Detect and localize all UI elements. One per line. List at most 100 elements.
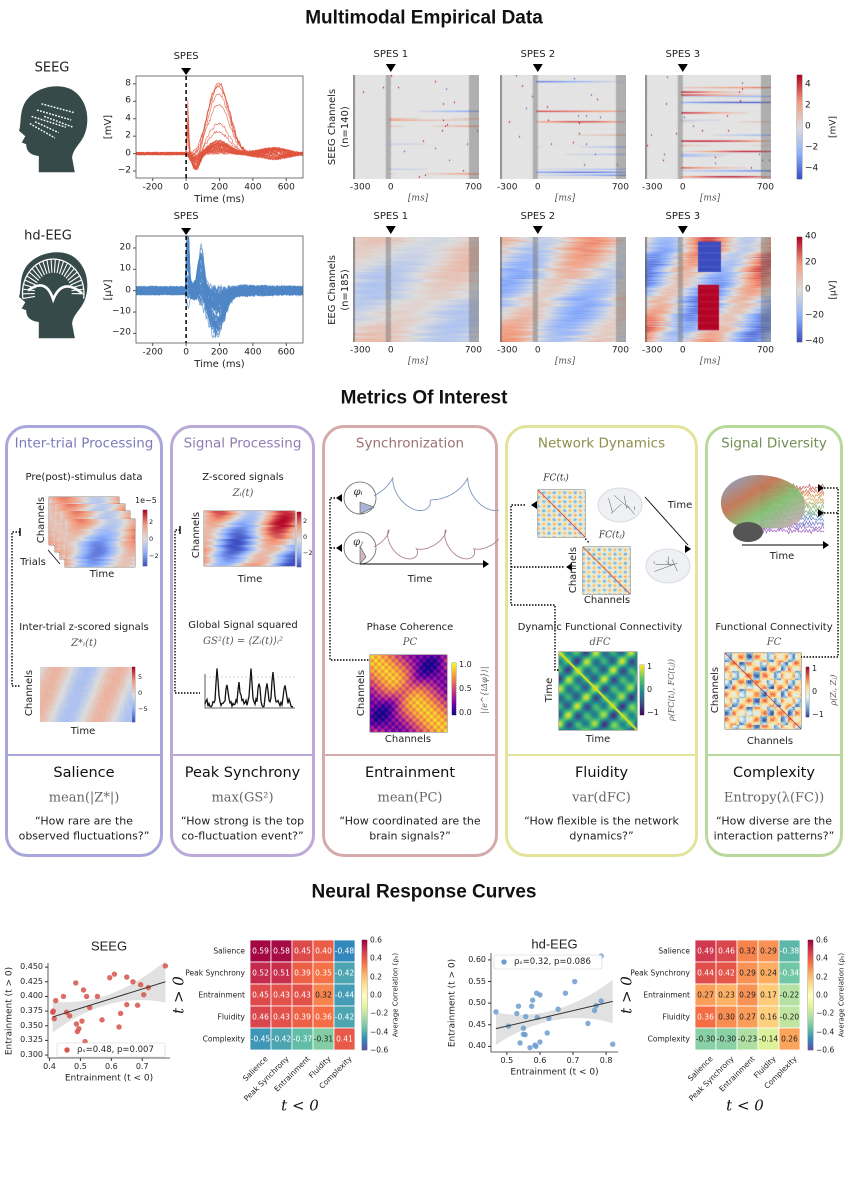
confidence-band (52, 960, 166, 1033)
panel4-channels-y-label: Channels (568, 546, 579, 594)
eeg-heatmap-stimulus-label: SPES 2 (520, 211, 556, 222)
heatmap-cell-label: -0.34 (779, 968, 800, 978)
heatmap-cell-label: -0.48 (334, 946, 355, 956)
eeg-heatmap-3 (645, 237, 771, 342)
data-point (111, 971, 118, 977)
scatter-y-axis-label: Entrainment (t > 0) (447, 958, 458, 1047)
seeg-colorbar-tick: −4 (805, 163, 819, 174)
trials-arrow-icon (47, 549, 61, 565)
scatter-plot-0 (45, 960, 170, 1061)
seeg-electrode (41, 103, 75, 114)
seeg-colorbar-label: [mV] (828, 116, 839, 138)
heatmap-row-label: Entrainment (198, 990, 245, 1000)
stimulus-marker-icon (385, 226, 396, 234)
seeg-stimulus-label: SPES (173, 51, 199, 62)
phase-wedge-icon (359, 501, 375, 515)
seeg-heatmap-x-tick-label: -300 (497, 182, 518, 193)
brain-3d-icon (720, 474, 806, 529)
panel2-subtitle-2: Global Signal squared (188, 620, 298, 631)
data-point (493, 1009, 499, 1015)
scatter-x-tick-label: 0.5 (500, 1056, 514, 1065)
scatter-x-axis-label: Entrainment (t < 0) (510, 1067, 599, 1078)
eeg-colorbar-tick: −40 (805, 336, 824, 347)
eeg-heatmap-x-axis-label: [ms] (554, 356, 576, 367)
panel2-formula-1: Zᵢ(t) (232, 488, 254, 499)
seeg-head-icon-silhouette (19, 86, 88, 173)
seeg-traces (136, 82, 303, 171)
eeg-heatmap-x-tick-label: 700 (611, 345, 629, 356)
seeg-heatmap-1 (353, 75, 479, 179)
eeg-heatmap-y-label: EEG Channels (327, 254, 338, 325)
data-point (80, 987, 87, 993)
eeg-trace (136, 262, 303, 305)
heatmap-cell-label: 0.46 (718, 946, 735, 956)
heatmap-cell-label: 0.39 (294, 968, 311, 978)
eeg-net-link (22, 284, 25, 290)
metric-question: observed fluctuations?” (18, 829, 150, 843)
metric-question: interaction patterns?” (713, 829, 835, 843)
eeg-y-axis-label: [μV] (103, 278, 114, 301)
heatmap-cell-label: -0.42 (334, 968, 355, 978)
heatmap-cell-label: 0.58 (273, 946, 290, 956)
eeg-net-link (73, 268, 78, 273)
heatmap-cell-label: 0.24 (760, 968, 777, 978)
seeg-trace (136, 146, 303, 161)
data-point (73, 1021, 80, 1027)
heatmap-cell-label: 0.23 (718, 990, 735, 1000)
phase-label: φᵢ (353, 487, 363, 498)
eeg-net-link (46, 259, 50, 274)
panel2-colorbar-tick: 0 (303, 532, 308, 541)
heatmap-cell-label: -0.44 (334, 990, 355, 1000)
colorbar-tick-label: 0.0 (816, 990, 828, 1000)
heatmap-y-axis-label: t > 0 (617, 976, 636, 1014)
heatmap-cell-label: 0.43 (273, 1012, 290, 1022)
legend-box (493, 954, 603, 970)
eeg-net-link (67, 262, 72, 266)
zscored-intertrial-heatmap (40, 667, 132, 722)
seeg-heatmap-stimulus-label: SPES 1 (373, 49, 409, 60)
heatmap-cell-label: 0.39 (294, 1012, 311, 1022)
eeg-heatmap-x-tick-label: -300 (642, 345, 663, 356)
seeg-y-tick-label: 0 (125, 148, 131, 159)
scatter-title: SEEG (90, 938, 128, 954)
data-point (591, 1007, 598, 1014)
heatmap-cell-label: 0.41 (336, 1034, 353, 1044)
panel1-colorbar-tick: 0 (149, 534, 154, 543)
eeg-y-tick-label: −10 (112, 306, 131, 317)
scatter-y-tick-label: 0.60 (468, 954, 486, 964)
heatmap-cell-label: 0.27 (697, 990, 714, 1000)
seeg-heatmap-x-tick-label: -300 (642, 182, 663, 193)
legend-box (56, 1042, 166, 1058)
data-point (83, 993, 90, 1000)
global-signal-axes (204, 674, 295, 709)
panel1-channels-label: Channels (36, 496, 47, 544)
seeg-electrode-lead (72, 105, 84, 109)
eeg-net-link (24, 279, 37, 286)
eeg-x-tick-label: 600 (277, 347, 295, 358)
legend-label: ρₛ=0.48, p=0.007 (77, 1044, 154, 1055)
seeg-heatmap-3 (645, 75, 771, 179)
seeg-colorbar (797, 75, 802, 179)
seeg-axes-frame (135, 75, 304, 179)
seeg-electrode (29, 122, 56, 139)
heatmap-cell-label: -0.20 (779, 1012, 800, 1022)
panel1-colorbar-tick: 2 (149, 517, 154, 526)
fc-matrix-ti (538, 490, 585, 537)
eeg-trace (136, 253, 303, 310)
data-point (585, 1020, 591, 1027)
data-point (523, 1013, 529, 1020)
heatmap-cell-label: -0.14 (758, 1034, 779, 1044)
seeg-y-tick-label: 4 (125, 113, 131, 124)
panel1-time-label: Time (89, 569, 115, 580)
connector-arrow-icon (531, 501, 537, 509)
data-point (94, 993, 101, 1000)
data-point (116, 1024, 122, 1030)
eeg-x-tick-label: 200 (210, 347, 229, 358)
metric-formula: var(dFC) (572, 790, 631, 806)
panel1-channels-label-2: Channels (24, 669, 35, 717)
metric-question: “How flexible is the network (524, 814, 679, 828)
seeg-x-tick-label: 600 (277, 182, 295, 193)
eeg-net-link (22, 279, 26, 285)
connector-arrow-icon (336, 544, 342, 552)
